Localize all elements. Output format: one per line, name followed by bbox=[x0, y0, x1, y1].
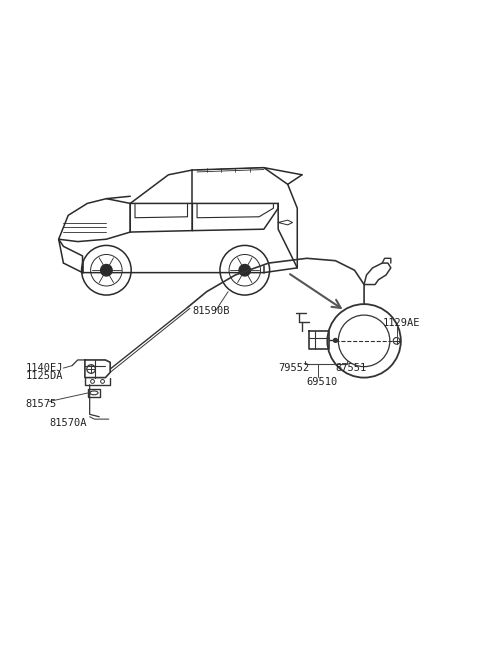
Text: 1129AE: 1129AE bbox=[383, 318, 420, 328]
Text: 81570A: 81570A bbox=[49, 418, 86, 428]
Text: 1140EJ: 1140EJ bbox=[25, 363, 63, 373]
Text: 87551: 87551 bbox=[336, 363, 367, 373]
Text: 69510: 69510 bbox=[307, 377, 338, 387]
Circle shape bbox=[101, 265, 112, 276]
Text: 1125DA: 1125DA bbox=[25, 371, 63, 381]
Circle shape bbox=[334, 339, 337, 343]
Text: 79552: 79552 bbox=[278, 363, 310, 373]
Text: 81590B: 81590B bbox=[192, 306, 230, 316]
Circle shape bbox=[239, 265, 251, 276]
Text: 81575: 81575 bbox=[25, 399, 57, 409]
